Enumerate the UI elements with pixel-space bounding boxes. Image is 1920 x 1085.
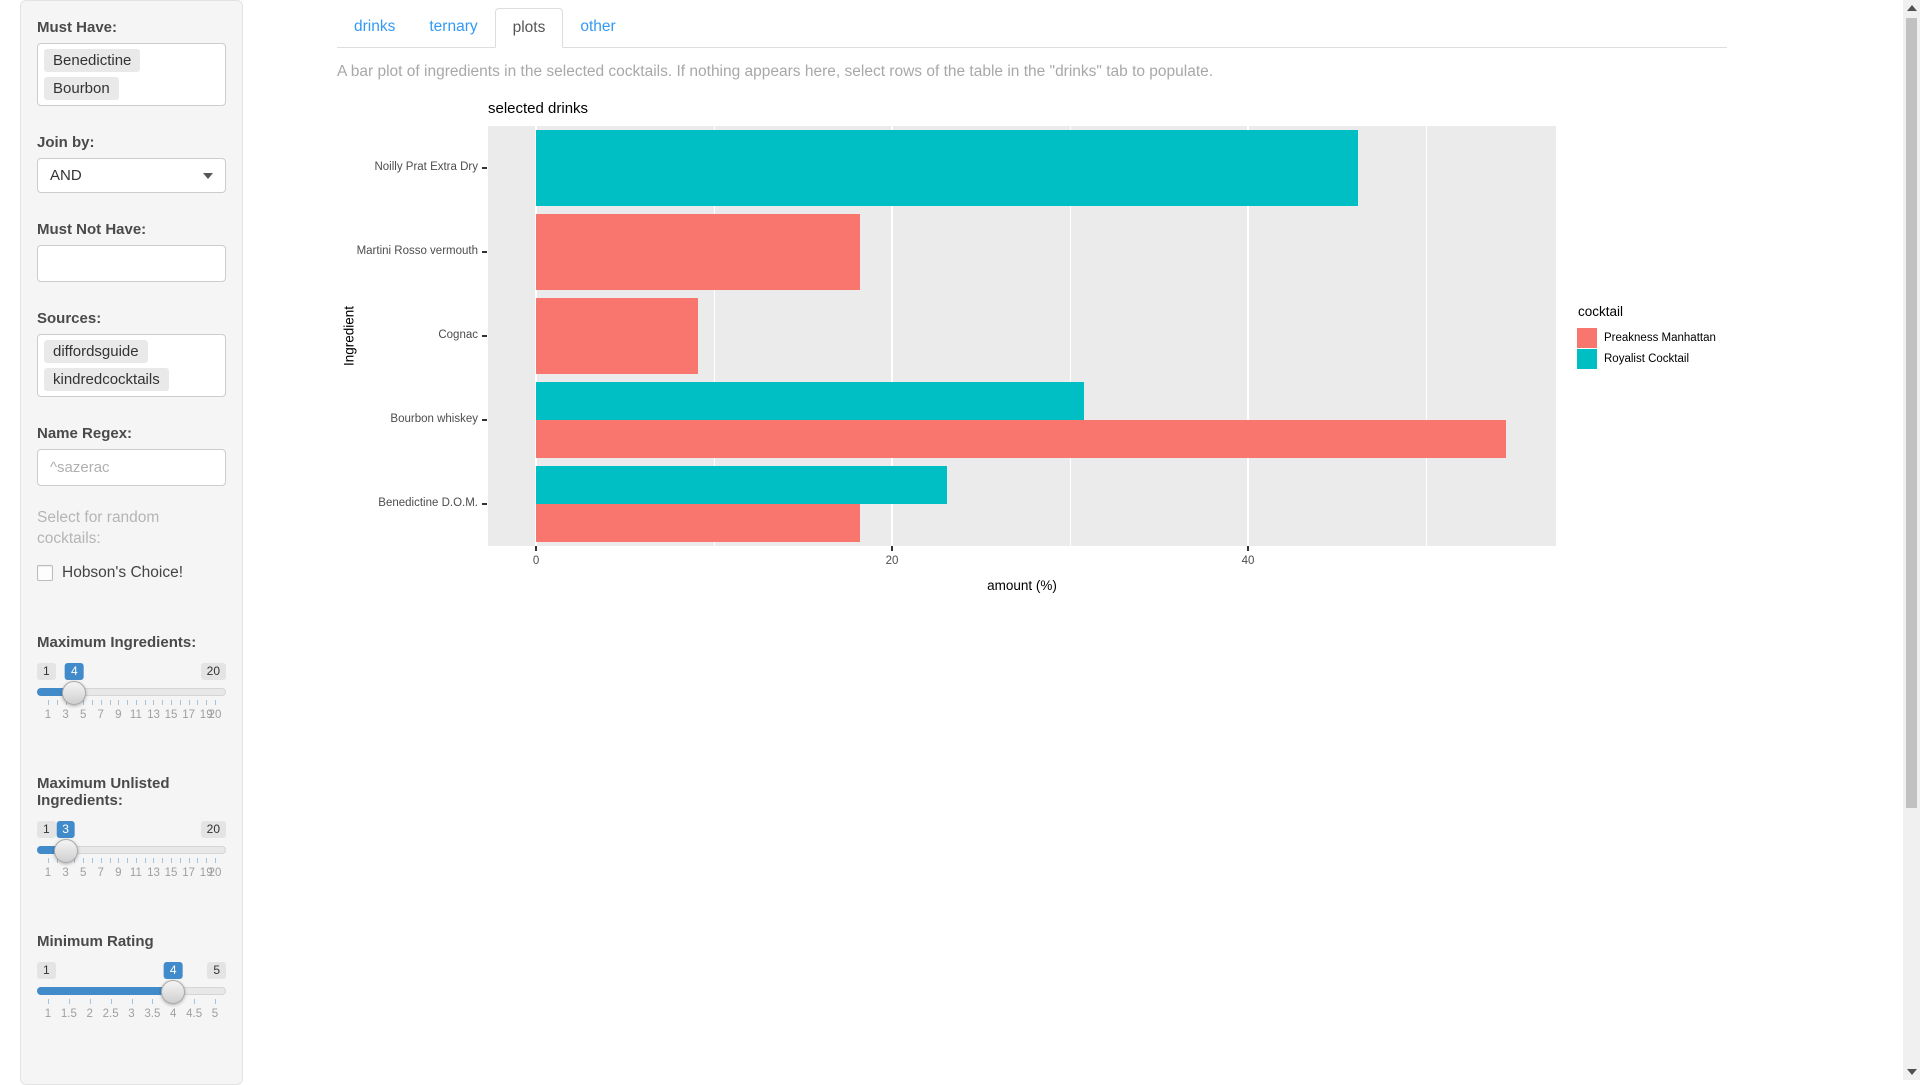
max-ingredients-group: Maximum Ingredients: 1 20 1 3 5 7 9 11 13 15 17 19 2… [37, 634, 226, 729]
tab-other[interactable]: other [563, 8, 632, 48]
join-by-group: Join by: AND [37, 134, 226, 193]
legend-label: Royalist Cocktail [1604, 353, 1689, 365]
sources-group: Sources: diffordsguide kindredcocktails [37, 310, 226, 397]
max-ingredients-label: Maximum Ingredients: [37, 633, 197, 651]
must-not-have-input[interactable] [37, 245, 226, 282]
sources-label: Sources: [37, 310, 102, 327]
must-not-have-label: Must Not Have: [37, 221, 147, 238]
must-have-label: Must Have: [37, 19, 118, 36]
name-regex-label: Name Regex: [37, 425, 133, 442]
arrow-down-icon [1906, 1069, 1917, 1075]
tag-pill[interactable]: kindredcocktails [44, 368, 169, 391]
tab-drinks[interactable]: drinks [337, 8, 412, 48]
x-tick-label: 40 [1241, 555, 1255, 567]
join-by-value: AND [50, 167, 82, 184]
bar-preakness-manhattan [536, 298, 699, 374]
hobsons-choice-checkbox[interactable] [37, 564, 53, 581]
tab-drinks-link[interactable]: drinks [354, 18, 396, 35]
name-regex-input[interactable]: ^sazerac [37, 449, 226, 486]
x-tick-label: 0 [532, 555, 540, 567]
bar-preakness-manhattan [536, 504, 860, 542]
sources-input[interactable]: diffordsguide kindredcocktails [37, 334, 226, 397]
tab-ternary-link[interactable]: ternary [429, 18, 478, 35]
max-unlisted-slider[interactable]: 1 20 1 3 5 7 9 11 13 15 17 19 20 3 [37, 820, 226, 887]
plot-description: A bar plot of ingredients in the selecte… [337, 63, 1214, 80]
x-tick-label: 20 [885, 555, 899, 567]
legend-title: cocktail [1578, 304, 1624, 319]
x-axis-title: amount (%) [987, 578, 1057, 593]
sidebar: Must Have: Benedictine Bourbon Join by: A… [20, 0, 243, 1085]
y-tick-label: Martini Rosso vermouth [356, 245, 478, 257]
hobsons-choice-label: Hobson's Choice! [62, 563, 183, 581]
max-unlisted-group: Maximum Unlisted Ingredients: 1 20 1 3 5 7 9 11… [37, 775, 226, 887]
min-rating-group: Minimum Rating 1 5 1 1.5 2 2.5 3 3.5 4 4.5 5 4 [37, 933, 226, 1028]
main-content: drinks ternary plots other A bar plot of in… [337, 0, 1727, 593]
must-have-group: Must Have: Benedictine Bourbon [37, 19, 226, 106]
bar-royalist-cocktail [536, 130, 1359, 206]
must-not-have-group: Must Not Have: [37, 221, 226, 282]
tag-pill[interactable]: Benedictine [44, 49, 141, 72]
scrollbar[interactable] [1903, 0, 1920, 1080]
y-tick-label: Cognac [438, 329, 478, 341]
y-tick-label: Benedictine D.O.M. [378, 497, 478, 509]
chevron-down-icon [203, 172, 213, 179]
max-unlisted-label: Maximum Unlisted Ingredients: [37, 774, 170, 809]
slider-handle[interactable] [62, 680, 87, 705]
slider-handle[interactable] [53, 838, 78, 863]
legend-swatch [1577, 328, 1597, 348]
must-have-input[interactable]: Benedictine Bourbon [37, 43, 226, 106]
name-regex-group: Name Regex: ^sazerac [37, 425, 226, 486]
bar-preakness-manhattan [536, 420, 1507, 458]
max-ingredients-slider[interactable]: 1 20 1 3 5 7 9 11 13 15 17 19 20 4 [37, 662, 226, 729]
scroll-down-button[interactable] [1903, 1064, 1920, 1080]
tab-ternary[interactable]: ternary [412, 8, 494, 48]
bar-royalist-cocktail [536, 382, 1085, 420]
arrow-up-icon [1906, 5, 1917, 11]
tag-pill[interactable]: diffordsguide [44, 340, 148, 363]
legend-swatch [1577, 349, 1597, 369]
hobsons-choice-row[interactable]: Hobson's Choice! [37, 564, 226, 582]
y-axis-title: Ingredient [341, 305, 357, 367]
y-tick-label: Bourbon whiskey [390, 413, 478, 425]
join-by-select[interactable]: AND [37, 158, 226, 193]
tab-other-link[interactable]: other [580, 18, 616, 35]
scroll-up-button[interactable] [1903, 0, 1920, 16]
bar-preakness-manhattan [536, 214, 860, 290]
legend-label: Preakness Manhattan [1604, 332, 1716, 344]
join-by-label: Join by: [37, 134, 95, 151]
random-cocktails-note: Select for random cocktails: [37, 509, 160, 547]
chart-title: selected drinks [488, 100, 589, 117]
min-rating-label: Minimum Rating [37, 932, 154, 950]
slider-handle[interactable] [161, 979, 186, 1004]
bar-chart: selected drinks Noilly Prat Extra Dry Mart… [337, 88, 1767, 613]
tab-plots-link[interactable]: plots [494, 8, 564, 48]
bar-royalist-cocktail [536, 466, 948, 504]
tab-plots[interactable]: plots [494, 8, 564, 48]
scrollbar-thumb[interactable] [1906, 18, 1917, 808]
min-rating-slider[interactable]: 1 5 1 1.5 2 2.5 3 3.5 4 4.5 5 4 [37, 961, 226, 1028]
y-tick-label: Noilly Prat Extra Dry [374, 161, 478, 173]
tab-bar: drinks ternary plots other [337, 8, 1727, 48]
tag-pill[interactable]: Bourbon [44, 77, 119, 100]
